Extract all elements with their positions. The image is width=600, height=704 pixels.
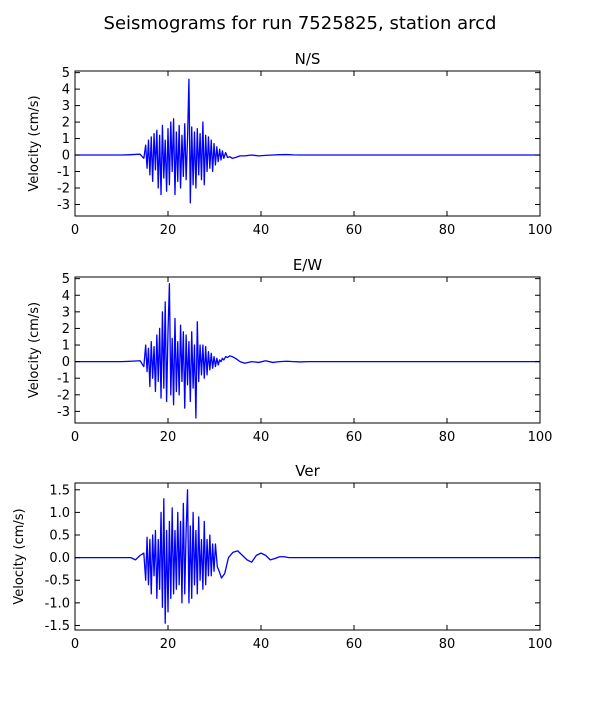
series-line-e-w [75, 282, 540, 419]
panel-title-n-s: N/S [295, 50, 321, 68]
axes-frame-ver [74, 482, 541, 631]
axes-frame-n-s [74, 70, 541, 217]
y-tick-label-ver-6: 1.5 [49, 483, 70, 498]
x-tick-label-ver-3: 60 [346, 637, 363, 652]
x-tick-label-e-w-0: 0 [71, 430, 79, 445]
y-tick-label-e-w-1: -2 [57, 388, 70, 403]
x-tick-label-n-s-2: 40 [253, 223, 270, 238]
series-line-n-s [75, 78, 540, 204]
y-tick-label-e-w-5: 2 [62, 322, 70, 337]
y-tick-label-e-w-7: 4 [62, 289, 70, 304]
x-tick-label-n-s-3: 60 [346, 223, 363, 238]
y-tick-label-e-w-4: 1 [62, 339, 70, 354]
panel-ver: Ver 0 20 40 60 80 100 -1.5 -1.0 -0.5 0.0 0.5 1.0 1.5 V… [12, 462, 552, 652]
y-tick-label-n-s-3: 0 [62, 149, 70, 164]
y-tick-label-e-w-2: -1 [57, 372, 70, 387]
y-tick-label-n-s-5: 2 [62, 116, 70, 131]
x-tick-label-e-w-4: 80 [439, 430, 456, 445]
x-tick-label-ver-2: 40 [253, 637, 270, 652]
y-tick-label-ver-0: -1.5 [45, 619, 70, 634]
y-axis-label-e-w: Velocity (cm/s) [27, 302, 42, 398]
x-tick-label-e-w-3: 60 [346, 430, 363, 445]
y-tick-label-n-s-0: -3 [57, 198, 70, 213]
y-axis-label-n-s: Velocity (cm/s) [27, 95, 42, 191]
y-tick-label-ver-3: 0.0 [49, 551, 70, 566]
y-tick-label-e-w-3: 0 [62, 355, 70, 370]
y-tick-label-e-w-6: 3 [62, 305, 70, 320]
axes-frame-e-w [74, 276, 541, 424]
x-tick-label-e-w-2: 40 [253, 430, 270, 445]
x-tick-label-e-w-1: 20 [160, 430, 177, 445]
y-tick-label-n-s-1: -2 [57, 181, 70, 196]
y-tick-label-n-s-8: 5 [62, 66, 70, 81]
series-line-ver [75, 489, 540, 624]
y-tick-label-n-s-4: 1 [62, 132, 70, 147]
y-tick-label-ver-2: -0.5 [45, 574, 70, 589]
y-tick-label-n-s-2: -1 [57, 165, 70, 180]
x-tick-label-e-w-5: 100 [528, 430, 553, 445]
x-tick-label-n-s-5: 100 [528, 223, 553, 238]
x-tick-label-n-s-4: 80 [439, 223, 456, 238]
x-tick-label-ver-4: 80 [439, 637, 456, 652]
y-tick-label-ver-1: -1.0 [45, 596, 70, 611]
x-tick-label-n-s-1: 20 [160, 223, 177, 238]
x-tick-label-n-s-0: 0 [71, 223, 79, 238]
x-tick-label-ver-5: 100 [528, 637, 553, 652]
y-axis-label-ver: Velocity (cm/s) [12, 508, 27, 604]
figure-title: Seismograms for run 7525825, station arc… [104, 13, 497, 34]
panel-title-ver: Ver [295, 462, 320, 480]
y-tick-label-n-s-7: 4 [62, 83, 70, 98]
y-tick-label-ver-4: 0.5 [49, 529, 70, 544]
y-tick-label-n-s-6: 3 [62, 99, 70, 114]
panel-title-e-w: E/W [293, 256, 323, 274]
x-tick-label-ver-1: 20 [160, 637, 177, 652]
x-tick-label-ver-0: 0 [71, 637, 79, 652]
y-tick-label-e-w-8: 5 [62, 272, 70, 287]
y-tick-label-ver-5: 1.0 [49, 506, 70, 521]
y-tick-label-e-w-0: -3 [57, 405, 70, 420]
